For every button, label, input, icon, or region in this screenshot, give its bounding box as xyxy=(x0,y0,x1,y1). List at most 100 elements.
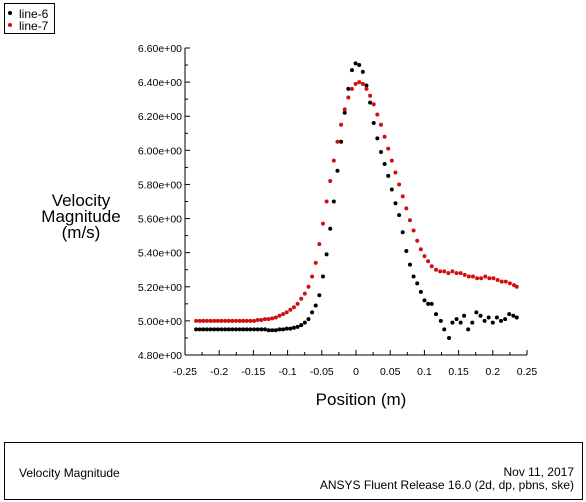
data-point-line-7 xyxy=(415,238,420,243)
data-point-line-6 xyxy=(511,313,516,318)
data-point-line-7 xyxy=(328,179,333,184)
data-point-line-6 xyxy=(262,327,267,332)
data-point-line-6 xyxy=(422,298,427,303)
data-point-line-7 xyxy=(422,254,427,259)
data-point-line-6 xyxy=(397,213,402,218)
data-point-line-7 xyxy=(503,279,508,284)
data-point-line-6 xyxy=(233,327,238,332)
data-point-line-6 xyxy=(212,327,217,332)
data-point-line-7 xyxy=(349,86,354,91)
data-point-line-7 xyxy=(458,271,463,276)
y-tick-label: 6.20e+00 xyxy=(138,111,182,123)
data-point-line-6 xyxy=(241,327,246,332)
x-tick-label: 0.25 xyxy=(517,366,538,378)
data-point-line-6 xyxy=(499,318,504,323)
x-tick-label: -0.25 xyxy=(173,366,197,378)
data-point-line-7 xyxy=(339,122,344,127)
x-tick-label: -0.2 xyxy=(210,366,228,378)
data-point-line-7 xyxy=(244,318,249,323)
data-point-line-6 xyxy=(266,328,271,333)
data-point-line-7 xyxy=(514,284,519,289)
legend-entry-line-6: line-6 xyxy=(8,7,48,20)
data-point-line-7 xyxy=(407,218,412,223)
data-point-line-6 xyxy=(353,61,358,66)
data-point-line-6 xyxy=(418,289,423,294)
data-point-line-7 xyxy=(491,276,496,281)
data-point-line-7 xyxy=(438,269,443,274)
y-tick-label: 5.20e+00 xyxy=(138,282,182,294)
data-point-line-7 xyxy=(507,281,512,286)
data-point-line-6 xyxy=(490,320,495,325)
data-point-line-7 xyxy=(288,307,293,312)
data-point-line-7 xyxy=(226,318,231,323)
data-point-line-7 xyxy=(212,318,217,323)
data-point-line-6 xyxy=(514,315,519,320)
data-point-line-6 xyxy=(429,301,434,306)
data-point-line-6 xyxy=(320,274,325,279)
data-point-line-6 xyxy=(291,325,296,330)
data-point-line-6 xyxy=(346,86,351,91)
footer-panel: Velocity Magnitude Nov 11, 2017 ANSYS Fl… xyxy=(4,442,583,500)
data-point-line-7 xyxy=(389,158,394,163)
data-point-line-6 xyxy=(208,327,213,332)
data-point-line-6 xyxy=(507,312,512,317)
data-point-line-7 xyxy=(353,81,358,86)
data-point-line-7 xyxy=(462,272,467,277)
data-point-line-6 xyxy=(259,327,264,332)
data-point-line-6 xyxy=(313,303,318,308)
data-point-line-7 xyxy=(382,134,387,139)
data-point-line-7 xyxy=(230,318,235,323)
y-tick-label: 4.80e+00 xyxy=(138,350,182,362)
data-point-line-6 xyxy=(371,121,376,126)
data-point-line-6 xyxy=(478,313,483,318)
data-point-line-7 xyxy=(331,158,336,163)
data-point-line-7 xyxy=(378,122,383,127)
y-tick-label: 6.60e+00 xyxy=(138,43,182,55)
data-point-line-7 xyxy=(320,221,325,226)
data-point-line-7 xyxy=(313,260,318,265)
y-axis-label-line-2: Magnitude xyxy=(41,207,121,226)
data-point-line-7 xyxy=(495,277,500,282)
data-point-line-6 xyxy=(404,248,409,253)
data-point-line-6 xyxy=(328,226,333,231)
y-tick-label: 5.40e+00 xyxy=(138,248,182,260)
data-point-line-6 xyxy=(393,201,398,206)
data-point-line-7 xyxy=(346,95,351,100)
data-point-line-7 xyxy=(208,318,213,323)
data-point-line-7 xyxy=(266,317,271,322)
data-point-line-6 xyxy=(273,328,278,333)
data-point-line-6 xyxy=(248,327,253,332)
y-tick-label: 6.40e+00 xyxy=(138,77,182,89)
data-point-line-6 xyxy=(364,83,369,88)
data-point-line-7 xyxy=(281,312,286,317)
data-point-line-6 xyxy=(494,315,499,320)
data-point-line-6 xyxy=(357,63,362,68)
data-point-line-6 xyxy=(215,327,220,332)
data-point-line-7 xyxy=(223,318,228,323)
data-point-line-7 xyxy=(429,264,434,269)
data-point-line-6 xyxy=(295,324,300,329)
data-point-line-6 xyxy=(226,327,231,332)
data-point-line-7 xyxy=(306,284,311,289)
data-point-line-6 xyxy=(411,274,416,279)
data-point-line-7 xyxy=(475,276,480,281)
footer-date: Nov 11, 2017 xyxy=(503,465,575,479)
data-point-line-6 xyxy=(434,312,439,317)
legend-entry-line-7: line-7 xyxy=(8,19,48,32)
legend-marker-line-7 xyxy=(8,22,12,27)
data-point-line-6 xyxy=(197,327,202,332)
x-tick-label: -0.15 xyxy=(241,366,265,378)
data-point-line-7 xyxy=(411,228,416,233)
data-point-line-7 xyxy=(371,102,376,107)
data-point-line-6 xyxy=(255,327,260,332)
data-point-line-6 xyxy=(360,69,365,74)
y-axis-label-line-3: (m/s) xyxy=(61,223,101,242)
data-point-line-7 xyxy=(450,269,455,274)
data-point-line-7 xyxy=(368,93,373,98)
data-point-line-7 xyxy=(237,318,242,323)
data-point-line-6 xyxy=(277,327,282,332)
data-point-line-7 xyxy=(233,318,238,323)
data-point-line-7 xyxy=(479,276,484,281)
data-point-line-6 xyxy=(230,327,235,332)
